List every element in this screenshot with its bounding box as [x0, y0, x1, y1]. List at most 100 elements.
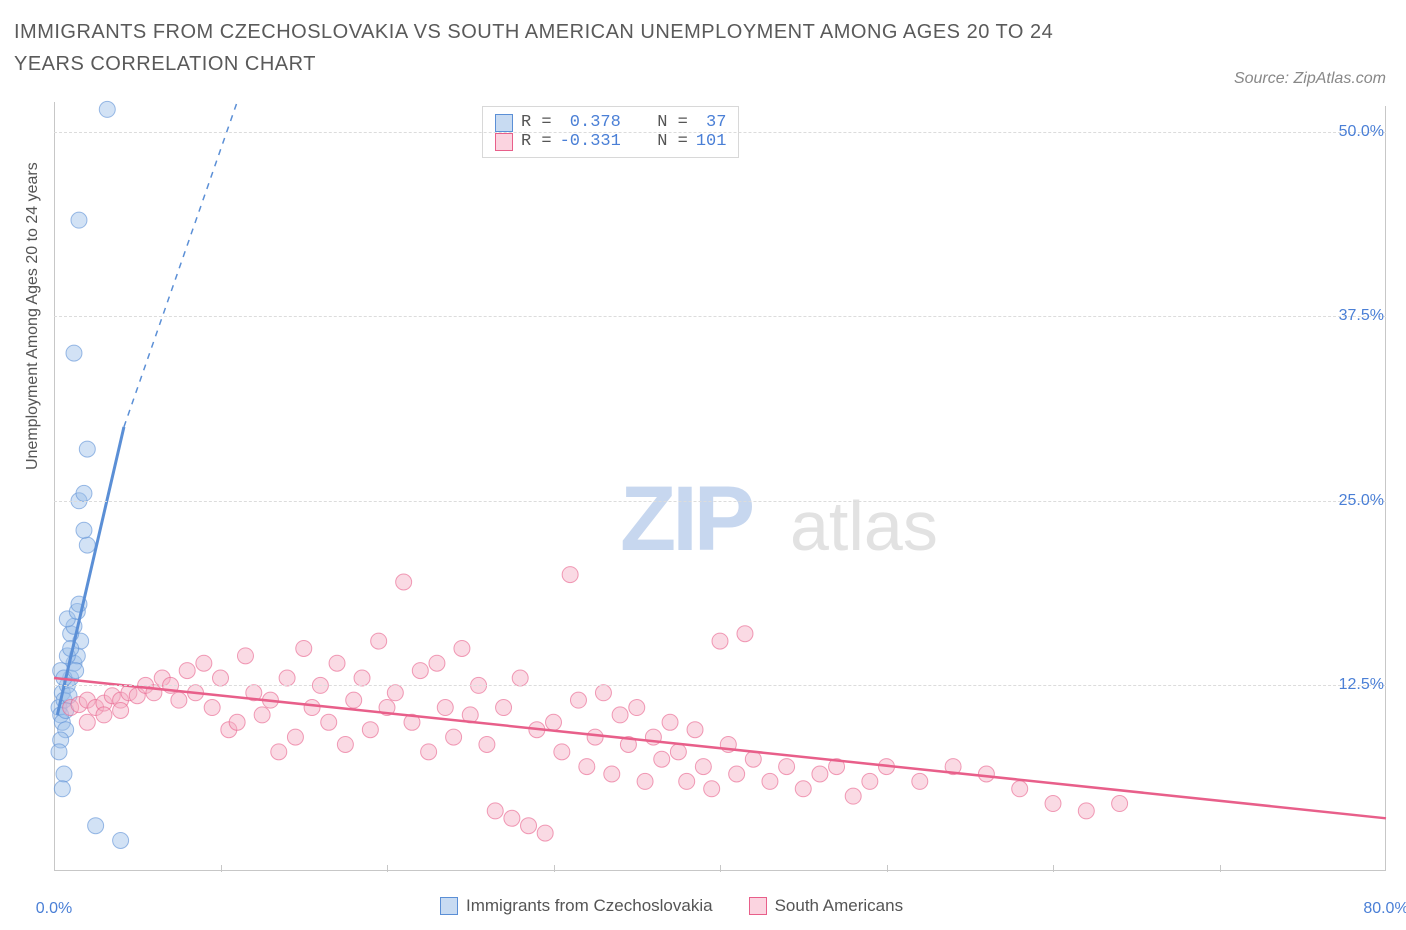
series-legend: Immigrants from Czechoslovakia South Ame… — [440, 896, 903, 916]
scatter-point — [1078, 803, 1094, 819]
scatter-point — [812, 766, 828, 782]
legend-item: Immigrants from Czechoslovakia — [440, 896, 713, 916]
scatter-point — [321, 714, 337, 730]
xtick-label: 0.0% — [36, 900, 72, 918]
trend-line-dashed — [124, 102, 237, 427]
scatter-point — [912, 773, 928, 789]
r-label: R = — [521, 132, 552, 151]
scatter-point — [521, 818, 537, 834]
scatter-point — [396, 574, 412, 590]
scatter-point — [579, 759, 595, 775]
scatter-point — [570, 692, 586, 708]
scatter-point — [546, 714, 562, 730]
scatter-point — [679, 773, 695, 789]
scatter-point — [795, 781, 811, 797]
scatter-point — [279, 670, 295, 686]
trend-line — [54, 678, 1386, 818]
scatter-point — [412, 663, 428, 679]
ytick-label: 25.0% — [1339, 492, 1384, 510]
ytick-label: 50.0% — [1339, 123, 1384, 141]
scatter-point — [88, 818, 104, 834]
scatter-point — [113, 832, 129, 848]
scatter-point — [595, 685, 611, 701]
stats-row: R = 0.378 N = 37 — [495, 113, 726, 132]
xtick-mark — [221, 865, 222, 872]
legend-item: South Americans — [749, 896, 904, 916]
scatter-point — [296, 640, 312, 656]
scatter-point — [304, 700, 320, 716]
xtick-mark — [554, 865, 555, 872]
scatter-point — [71, 212, 87, 228]
gridline-h — [54, 501, 1386, 502]
scatter-point — [1045, 796, 1061, 812]
scatter-point — [862, 773, 878, 789]
scatter-point — [329, 655, 345, 671]
scatter-point — [612, 707, 628, 723]
scatter-point — [629, 700, 645, 716]
xtick-mark — [1220, 865, 1221, 872]
legend-swatch — [749, 897, 767, 915]
scatter-point — [362, 722, 378, 738]
legend-swatch — [440, 897, 458, 915]
stats-row: R = -0.331 N = 101 — [495, 132, 726, 151]
scatter-point — [695, 759, 711, 775]
scatter-point — [729, 766, 745, 782]
scatter-point — [271, 744, 287, 760]
scatter-point — [196, 655, 212, 671]
scatter-point — [845, 788, 861, 804]
scatter-point — [421, 744, 437, 760]
scatter-point — [79, 441, 95, 457]
scatter-point — [387, 685, 403, 701]
chart-title: IMMIGRANTS FROM CZECHOSLOVAKIA VS SOUTH … — [14, 16, 1114, 80]
scatter-point — [978, 766, 994, 782]
scatter-point — [54, 781, 70, 797]
xtick-label: 80.0% — [1363, 900, 1406, 918]
scatter-point — [637, 773, 653, 789]
n-label: N = — [657, 113, 688, 132]
gridline-h — [54, 685, 1386, 686]
legend-swatch — [495, 133, 513, 151]
scatter-point — [171, 692, 187, 708]
scatter-point — [79, 714, 95, 730]
scatter-point — [654, 751, 670, 767]
scatter-point — [604, 766, 620, 782]
ytick-label: 12.5% — [1339, 676, 1384, 694]
scatter-point — [51, 744, 67, 760]
r-label: R = — [521, 113, 552, 132]
scatter-point — [454, 640, 470, 656]
scatter-point — [229, 714, 245, 730]
scatter-point — [337, 736, 353, 752]
scatter-point — [76, 485, 92, 501]
r-value: 0.378 — [560, 113, 621, 132]
scatter-point — [1012, 781, 1028, 797]
scatter-point — [662, 714, 678, 730]
trend-line — [57, 427, 124, 715]
y-axis-label: Unemployment Among Ages 20 to 24 years — [24, 162, 42, 470]
scatter-point — [745, 751, 761, 767]
scatter-point — [587, 729, 603, 745]
scatter-point — [1112, 796, 1128, 812]
scatter-point — [737, 626, 753, 642]
n-label: N = — [657, 132, 688, 151]
scatter-point — [712, 633, 728, 649]
scatter-point — [762, 773, 778, 789]
xtick-mark — [720, 865, 721, 872]
scatter-point — [670, 744, 686, 760]
scatter-point — [204, 700, 220, 716]
scatter-point — [56, 766, 72, 782]
scatter-point — [687, 722, 703, 738]
r-value: -0.331 — [560, 132, 621, 151]
scatter-point — [66, 345, 82, 361]
scatter-point — [562, 567, 578, 583]
scatter-point — [179, 663, 195, 679]
scatter-point — [537, 825, 553, 841]
scatter-point — [354, 670, 370, 686]
ytick-label: 37.5% — [1339, 307, 1384, 325]
legend-label: Immigrants from Czechoslovakia — [466, 896, 713, 916]
scatter-point — [287, 729, 303, 745]
scatter-point — [96, 707, 112, 723]
scatter-point — [704, 781, 720, 797]
legend-swatch — [495, 114, 513, 132]
xtick-mark — [1053, 865, 1054, 872]
scatter-point — [487, 803, 503, 819]
